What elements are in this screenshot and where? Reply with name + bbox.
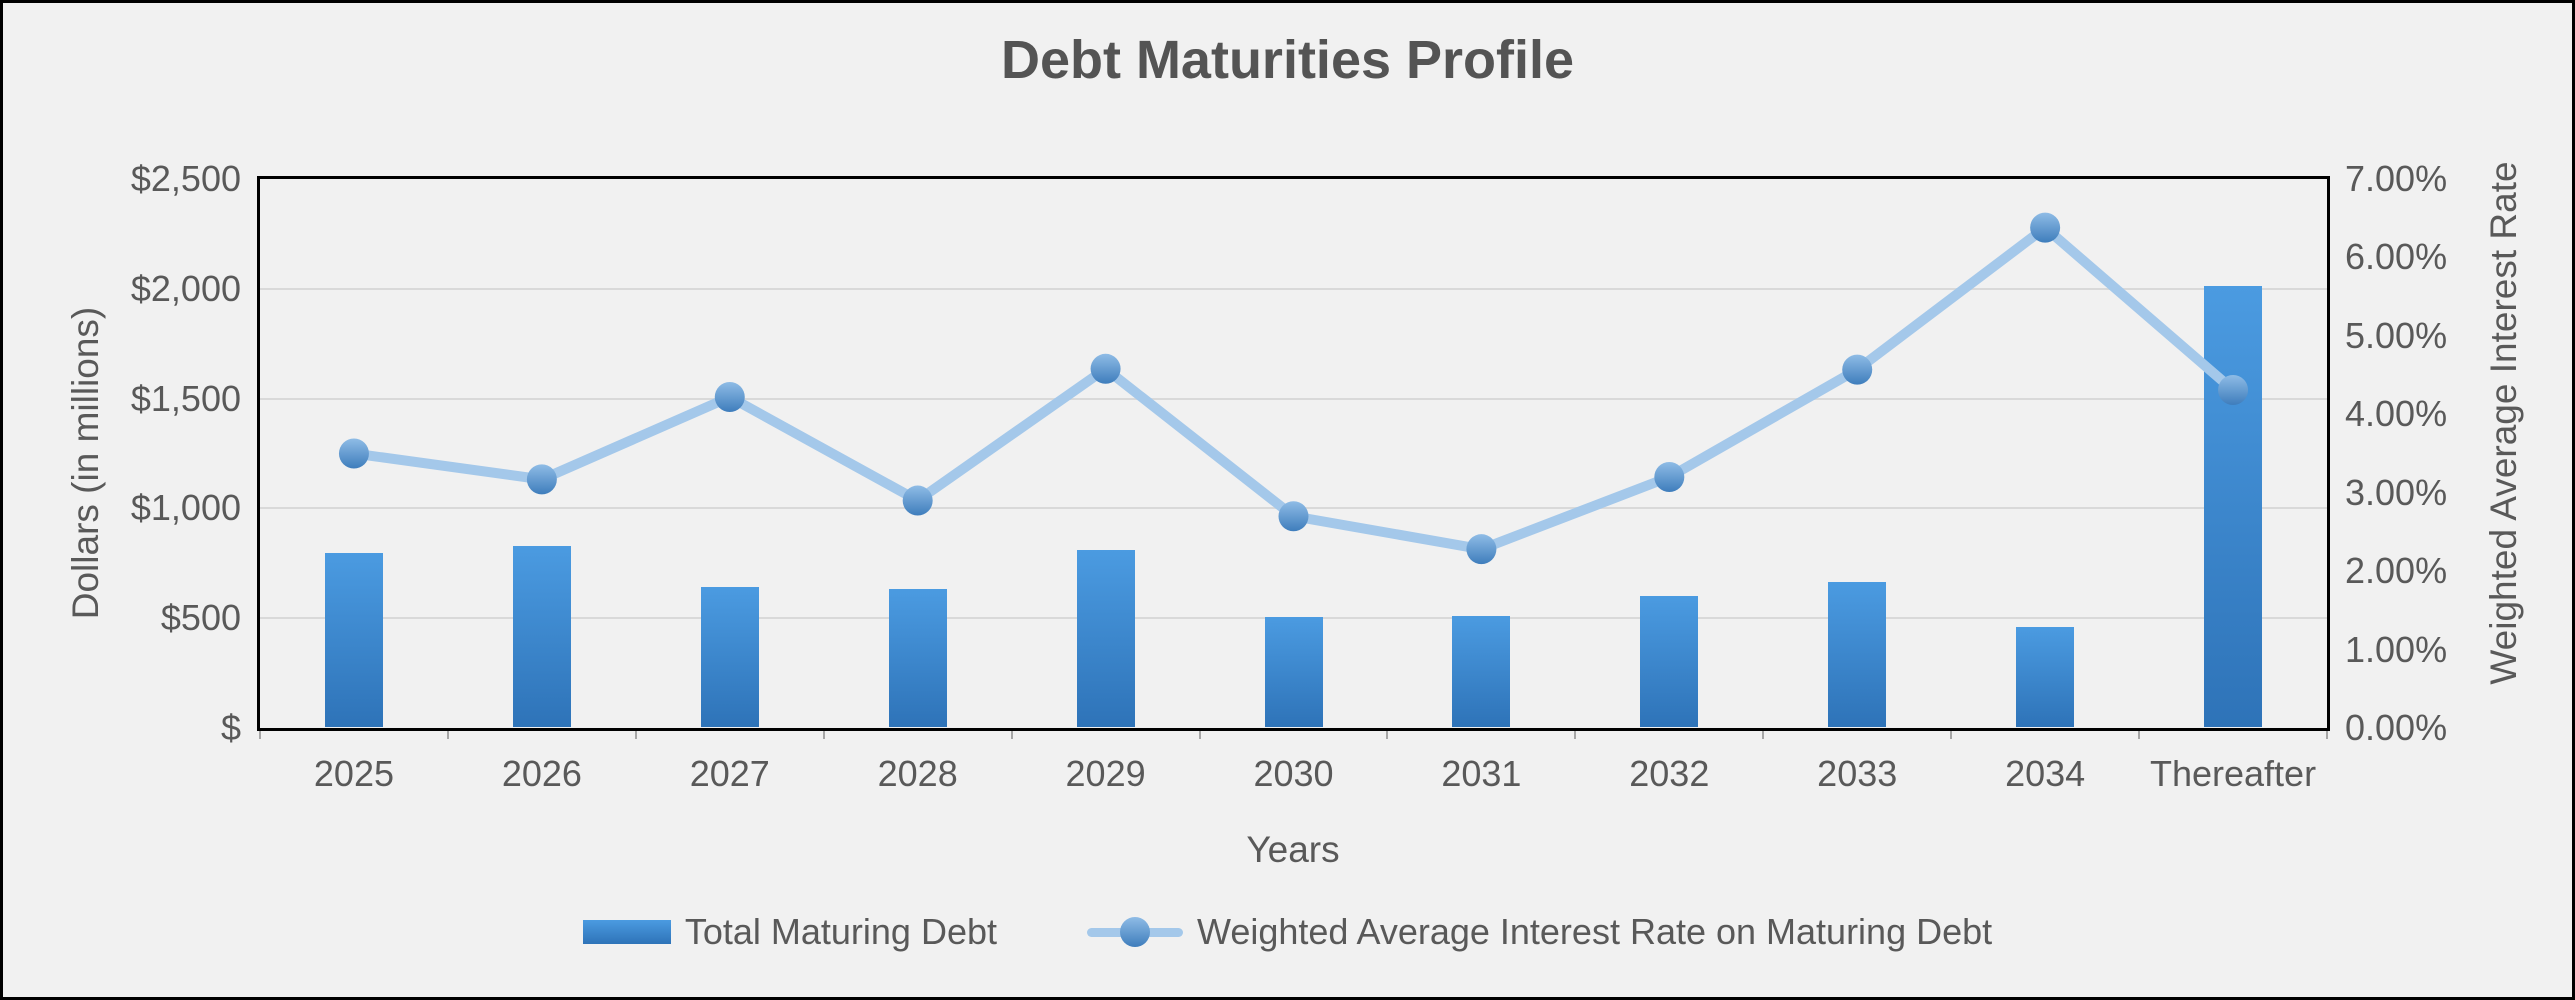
- bar-2032: [1640, 596, 1699, 727]
- x-axis-boundary-tick: [822, 730, 825, 739]
- interest-rate-marker-2026: [526, 464, 557, 495]
- bar-2034: [2016, 626, 2075, 727]
- legend-item-weighted-average-interest-rate: Weighted Average Interest Rate on Maturi…: [1087, 911, 1992, 953]
- right-axis-tick-label: 6.00%: [2345, 236, 2448, 278]
- gridline-1000: [260, 507, 2327, 510]
- left-axis-tick-label: $2,500: [130, 158, 241, 199]
- interest-rate-marker-2028: [902, 485, 933, 516]
- left-axis-tick-label: $1,000: [130, 487, 241, 529]
- chart-title: Debt Maturities Profile: [1000, 30, 1575, 90]
- line-series-swatch-icon: [1087, 916, 1183, 948]
- x-axis-category-label: Thereafter: [2149, 753, 2317, 794]
- x-axis-boundary-tick: [2138, 730, 2141, 739]
- x-axis-category-label: 2027: [689, 753, 770, 794]
- interest-rate-marker-2030: [1278, 501, 1309, 532]
- bar-2027: [700, 587, 759, 727]
- interest-rate-marker-2032: [1654, 462, 1685, 493]
- gridline-2000: [260, 287, 2327, 290]
- x-axis-category-label: 2025: [313, 753, 394, 794]
- interest-rate-marker-2033: [1842, 354, 1873, 385]
- x-axis-boundary-tick: [2326, 730, 2328, 739]
- x-axis-boundary-tick: [634, 730, 637, 739]
- x-axis-category-label: 2030: [1253, 753, 1334, 794]
- interest-rate-marker-2034: [2030, 212, 2061, 243]
- line-swatch-marker-icon: [1120, 917, 1150, 947]
- x-axis-boundary-tick: [1386, 730, 1389, 739]
- left-axis-tick-label: $1,500: [130, 377, 241, 419]
- x-axis-category-label: 2029: [1065, 753, 1146, 794]
- right-axis-tick-label: 3.00%: [2345, 471, 2448, 513]
- bar-Thereafter: [2204, 285, 2263, 727]
- x-axis-title: Years: [1246, 829, 1340, 870]
- interest-rate-line: [348, 222, 2239, 555]
- x-axis-boundary-tick: [259, 730, 261, 739]
- left-axis-tick-label: $500: [160, 597, 241, 639]
- interest-rate-marker-2025: [338, 438, 369, 469]
- bar-2026: [512, 545, 571, 727]
- bar-series-swatch-icon: [582, 920, 671, 944]
- right-axis-tick-label: 0.00%: [2345, 707, 2448, 748]
- bar-2033: [1828, 581, 1887, 727]
- x-axis-category-label: 2031: [1441, 753, 1522, 794]
- right-y-axis-title: Weighted Average Interest Rate: [2483, 161, 2524, 685]
- bar-2025: [324, 553, 383, 727]
- legend-label-line-series: Weighted Average Interest Rate on Maturi…: [1197, 911, 1993, 952]
- legend-item-total-maturing-debt: Total Maturing Debt: [582, 911, 997, 953]
- x-axis-boundary-tick: [446, 730, 449, 739]
- bar-2028: [888, 588, 947, 727]
- x-axis-category-label: 2034: [2005, 753, 2086, 794]
- gridline-1500: [260, 397, 2327, 400]
- bar-2030: [1264, 617, 1323, 727]
- left-axis-tick-label: $: [220, 707, 241, 748]
- right-axis-tick-label: 5.00%: [2345, 314, 2448, 356]
- x-axis-category-label: 2028: [877, 753, 958, 794]
- interest-rate-marker-2029: [1090, 353, 1121, 384]
- x-axis-boundary-tick: [1762, 730, 1765, 739]
- x-axis-category-label: 2033: [1817, 753, 1898, 794]
- right-axis-tick-label: 7.00%: [2345, 158, 2448, 199]
- bar-2029: [1076, 550, 1135, 727]
- x-axis-category-label: 2032: [1629, 753, 1710, 794]
- x-axis-boundary-tick: [1950, 730, 1953, 739]
- bar-2031: [1452, 616, 1511, 727]
- right-axis-tick-label: 2.00%: [2345, 550, 2448, 592]
- interest-rate-marker-2031: [1466, 534, 1497, 565]
- right-axis-tick-label: 1.00%: [2345, 628, 2448, 670]
- left-axis-tick-label: $2,000: [130, 267, 241, 309]
- legend-label-bar-series: Total Maturing Debt: [684, 911, 997, 952]
- right-axis-tick-label: 4.00%: [2345, 393, 2448, 435]
- x-axis-category-label: 2026: [501, 753, 582, 794]
- x-axis-boundary-tick: [1574, 730, 1577, 739]
- x-axis-boundary-tick: [1198, 730, 1201, 739]
- chart-legend: Total Maturing Debt Weighted Average Int…: [3, 911, 2572, 953]
- left-y-axis-title: Dollars (in millions): [65, 306, 106, 620]
- x-axis-boundary-tick: [1010, 730, 1013, 739]
